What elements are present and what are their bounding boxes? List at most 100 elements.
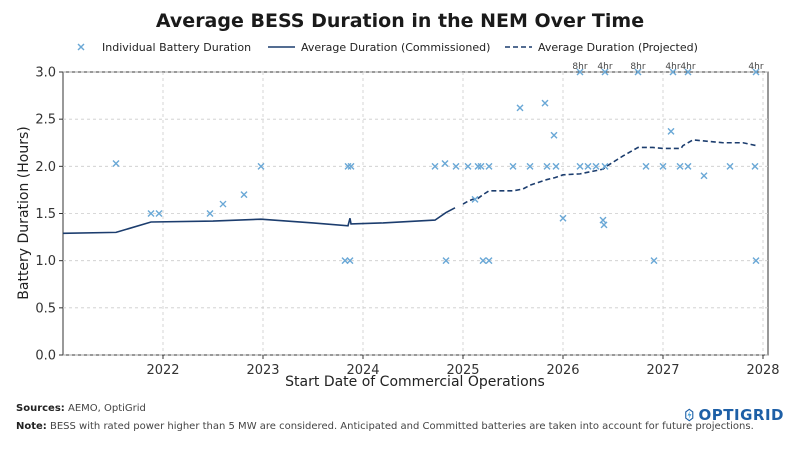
overflow-label: 8hr <box>630 62 645 72</box>
scatter-point <box>650 257 658 265</box>
scatter-point <box>592 162 600 170</box>
marker-stroke <box>526 162 534 170</box>
scatter-point <box>344 162 352 170</box>
y-tick-label: 3.0 <box>35 66 56 81</box>
scatter-point <box>751 162 759 170</box>
plot-frame <box>62 71 769 356</box>
sources-label: Sources: <box>16 403 65 414</box>
note-text: BESS with rated power higher than 5 MW a… <box>50 421 754 432</box>
plot-area <box>62 71 769 356</box>
scatter-point <box>442 257 450 265</box>
marker-stroke <box>464 162 472 170</box>
overflow-label: 4hr <box>680 62 695 72</box>
scatter-point <box>485 162 493 170</box>
chart-title: Average BESS Duration in the NEM Over Ti… <box>155 10 645 32</box>
x-axis-label: Start Date of Commercial Operations <box>285 374 545 390</box>
scatter-point <box>550 131 558 139</box>
overflow-label: 8hr <box>572 62 587 72</box>
y-tick-label: 1.5 <box>35 207 56 222</box>
scatter-point <box>726 162 734 170</box>
overflow-point <box>634 68 642 76</box>
marker-stroke <box>219 200 227 208</box>
optigrid-logo: OPTIGRID <box>684 398 784 432</box>
series-projected <box>462 139 757 205</box>
scatter-point <box>474 162 482 170</box>
marker-stroke <box>559 214 567 222</box>
marker-stroke <box>667 127 675 135</box>
marker-stroke <box>477 162 485 170</box>
series-commissioned <box>62 207 456 235</box>
marker-stroke <box>147 210 155 217</box>
sources-line: Sources: AEMO, OptiGrid <box>16 403 146 414</box>
overflow-point <box>576 68 584 76</box>
scatter-point <box>219 200 227 208</box>
y-tick-label: 0.0 <box>35 349 56 364</box>
gridlines <box>63 71 768 356</box>
marker-stroke <box>642 162 650 170</box>
marker-stroke <box>240 191 248 199</box>
marker-stroke <box>676 162 684 170</box>
scatter-point <box>509 162 517 170</box>
marker-stroke <box>112 160 120 167</box>
scatter-point <box>516 104 524 112</box>
scatter-point <box>479 257 487 265</box>
legend-label: Average Duration (Commissioned) <box>301 41 490 54</box>
scatter-point <box>576 162 584 170</box>
marker-stroke <box>341 257 349 265</box>
marker-stroke <box>684 162 692 170</box>
marker-stroke <box>471 195 479 203</box>
marker-stroke <box>441 160 449 167</box>
x-tick-label: 2022 <box>146 363 179 378</box>
marker-stroke <box>346 257 354 265</box>
marker-stroke <box>347 162 355 170</box>
y-axis: 0.0 0.5 1.0 1.5 2.0 2.5 3.0 <box>35 66 63 364</box>
marker-stroke <box>650 257 658 265</box>
scatter-point <box>206 210 214 217</box>
scatter-point <box>601 162 609 170</box>
scatter-point <box>471 195 479 203</box>
legend-marker-scatter <box>77 43 85 51</box>
marker-stroke <box>684 68 692 76</box>
optigrid-logo-icon <box>685 408 694 422</box>
marker-stroke <box>726 162 734 170</box>
marker-stroke <box>431 162 439 170</box>
marker-stroke <box>550 131 558 139</box>
note-line: Note: BESS with rated power higher than … <box>16 421 754 432</box>
marker-stroke <box>600 221 608 229</box>
scatter-point <box>600 221 608 229</box>
marker-stroke <box>541 99 549 107</box>
overflow-label: 4hr <box>748 62 763 72</box>
marker-stroke <box>752 257 760 265</box>
legend: Individual Battery Duration Average Durat… <box>77 41 698 54</box>
marker-stroke <box>669 68 677 76</box>
scatter-point <box>257 162 265 170</box>
scatter-point <box>676 162 684 170</box>
x-tick-label: 2024 <box>346 363 379 378</box>
overflow-point <box>601 68 609 76</box>
scatter-point <box>700 172 708 180</box>
scatter-point <box>642 162 650 170</box>
legend-label: Average Duration (Projected) <box>538 41 698 54</box>
y-tick-label: 1.0 <box>35 254 56 269</box>
scatter-point <box>526 162 534 170</box>
marker-stroke <box>206 210 214 217</box>
overflow-label: 4hr <box>597 62 612 72</box>
marker-stroke <box>509 162 517 170</box>
marker-stroke <box>543 162 551 170</box>
marker-stroke <box>700 172 708 180</box>
scatter-point <box>441 160 449 167</box>
overflow-point <box>669 68 677 76</box>
marker-stroke <box>77 43 85 51</box>
scatter-point <box>346 257 354 265</box>
y-tick-label: 0.5 <box>35 301 56 316</box>
marker-stroke <box>479 257 487 265</box>
scatter-point <box>240 191 248 199</box>
overflow-point <box>684 68 692 76</box>
overflow-markers: 8hr 4hr 8hr 4hr 4hr 4hr <box>572 62 764 76</box>
scatter-point <box>464 162 472 170</box>
marker-stroke <box>155 210 163 217</box>
scatter-point <box>112 160 120 167</box>
marker-stroke <box>576 162 584 170</box>
commissioned-average-line <box>62 207 456 235</box>
